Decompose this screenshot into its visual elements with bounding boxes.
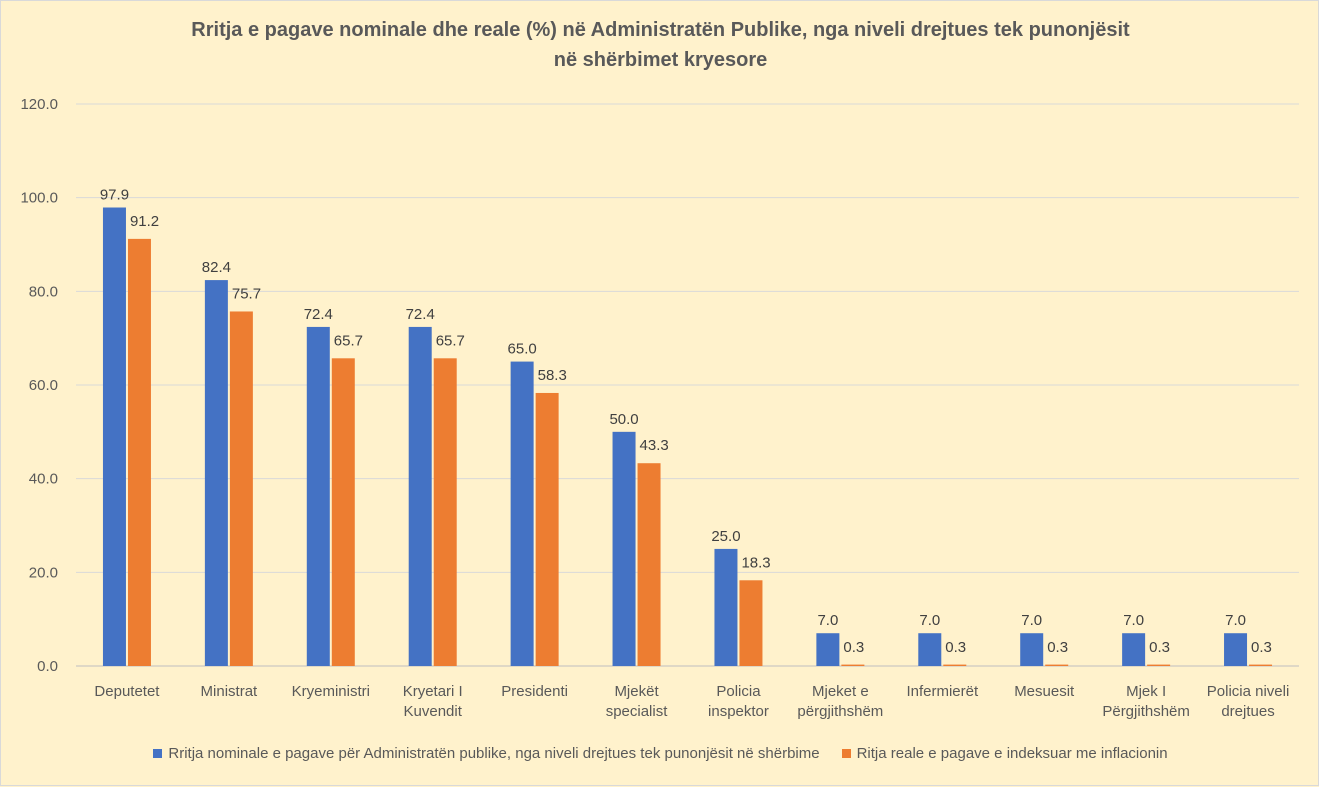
bar-nominal bbox=[102, 207, 126, 667]
data-label-real: 0.3 bbox=[945, 639, 966, 656]
data-label-real: 65.7 bbox=[436, 332, 465, 349]
data-label-nominal: 72.4 bbox=[406, 306, 435, 323]
bar-real bbox=[1249, 664, 1273, 666]
y-tick-label: 80.0 bbox=[29, 283, 58, 300]
category-label: Mjek I bbox=[1126, 683, 1166, 700]
bar-real bbox=[1147, 664, 1171, 666]
category-label: drejtues bbox=[1221, 703, 1274, 720]
bar-real bbox=[841, 664, 865, 666]
chart-title-line-2: në shërbimet kryesore bbox=[553, 49, 768, 71]
category-label: Mjeket e bbox=[812, 683, 869, 700]
data-label-real: 0.3 bbox=[843, 639, 864, 656]
data-label-real: 0.3 bbox=[1047, 639, 1068, 656]
legend-item-nominal: Rritja nominale e pagave për Administrat… bbox=[153, 745, 820, 762]
y-tick-label: 100.0 bbox=[20, 190, 58, 207]
data-label-nominal: 82.4 bbox=[202, 259, 231, 276]
y-tick-label: 120.0 bbox=[20, 96, 58, 113]
data-label-nominal: 7.0 bbox=[1123, 612, 1144, 629]
data-label-real: 58.3 bbox=[538, 367, 567, 384]
data-label-nominal: 7.0 bbox=[919, 612, 940, 629]
legend-item-real: Ritja reale e pagave e indeksuar me infl… bbox=[841, 745, 1168, 762]
y-tick-label: 20.0 bbox=[29, 564, 58, 581]
bar-real bbox=[637, 463, 661, 666]
bar-real bbox=[433, 358, 457, 666]
data-label-nominal: 50.0 bbox=[609, 411, 638, 428]
chart-title: Rritja e pagave nominale dhe reale (%) n… bbox=[1, 15, 1319, 75]
bar-real bbox=[331, 358, 355, 666]
data-label-nominal: 7.0 bbox=[1225, 612, 1246, 629]
bar-nominal bbox=[612, 431, 636, 666]
bar-nominal bbox=[306, 326, 330, 666]
legend-label-nominal: Rritja nominale e pagave për Administrat… bbox=[168, 745, 820, 762]
data-label-real: 75.7 bbox=[232, 285, 261, 302]
bar-nominal bbox=[204, 280, 228, 666]
data-label-nominal: 97.9 bbox=[100, 187, 129, 204]
bar-real bbox=[1045, 664, 1069, 666]
category-label: Policia bbox=[716, 683, 761, 700]
bar-real bbox=[127, 238, 151, 666]
category-label: inspektor bbox=[708, 703, 769, 720]
category-label: Ministrat bbox=[201, 683, 259, 700]
category-label: specialist bbox=[606, 703, 669, 720]
bar-nominal bbox=[714, 548, 738, 666]
data-label-nominal: 25.0 bbox=[711, 528, 740, 545]
category-label: përgjithshëm bbox=[797, 703, 883, 720]
legend-swatch-nominal bbox=[153, 749, 163, 758]
y-tick-label: 0.0 bbox=[37, 658, 58, 675]
category-label: Përgjithshëm bbox=[1102, 703, 1190, 720]
data-label-nominal: 7.0 bbox=[817, 612, 838, 629]
bar-nominal bbox=[1020, 633, 1044, 666]
bar-real bbox=[943, 664, 967, 666]
category-label: Deputetet bbox=[94, 683, 160, 700]
category-label: Infermierët bbox=[906, 683, 979, 700]
bar-nominal bbox=[816, 633, 840, 666]
bar-nominal bbox=[408, 326, 432, 666]
chart-title-line-1: Rritja e pagave nominale dhe reale (%) n… bbox=[191, 19, 1130, 41]
data-label-nominal: 72.4 bbox=[304, 306, 333, 323]
data-label-real: 18.3 bbox=[741, 554, 770, 571]
y-tick-label: 40.0 bbox=[29, 471, 58, 488]
y-tick-label: 60.0 bbox=[29, 377, 58, 394]
data-label-real: 65.7 bbox=[334, 332, 363, 349]
data-label-real: 43.3 bbox=[640, 437, 669, 454]
category-label: Kryetari I bbox=[403, 683, 463, 700]
data-label-real: 0.3 bbox=[1149, 639, 1170, 656]
category-label: Kryeministri bbox=[292, 683, 370, 700]
bar-real bbox=[535, 392, 559, 666]
bar-nominal bbox=[1224, 633, 1248, 666]
bar-real bbox=[229, 311, 253, 666]
legend-label-real: Ritja reale e pagave e indeksuar me infl… bbox=[856, 745, 1168, 762]
category-label: Mjekët bbox=[614, 683, 659, 700]
bar-nominal bbox=[510, 361, 534, 666]
category-label: Presidenti bbox=[501, 683, 568, 700]
category-label: Kuvendit bbox=[404, 703, 463, 720]
legend-swatch-real bbox=[841, 749, 851, 758]
data-label-real: 91.2 bbox=[130, 213, 159, 230]
category-label: Policia niveli bbox=[1207, 683, 1290, 700]
bar-real bbox=[739, 580, 763, 666]
category-label: Mesuesit bbox=[1014, 683, 1075, 700]
data-label-nominal: 65.0 bbox=[508, 341, 537, 358]
bar-nominal bbox=[918, 633, 942, 666]
legend: Rritja nominale e pagave për Administrat… bbox=[1, 745, 1319, 762]
bar-nominal bbox=[1122, 633, 1146, 666]
data-label-real: 0.3 bbox=[1251, 639, 1272, 656]
data-label-nominal: 7.0 bbox=[1021, 612, 1042, 629]
